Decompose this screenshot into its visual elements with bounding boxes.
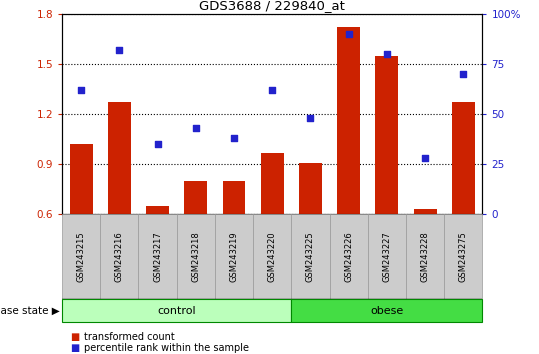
Bar <box>368 214 406 299</box>
Text: ■: ■ <box>70 332 79 342</box>
Bar <box>444 214 482 299</box>
Text: GSM243228: GSM243228 <box>420 231 430 282</box>
Bar <box>291 299 482 322</box>
Point <box>268 87 277 93</box>
Text: GSM243220: GSM243220 <box>268 231 277 282</box>
Bar <box>108 103 131 214</box>
Bar <box>375 56 398 214</box>
Point <box>153 141 162 147</box>
Bar <box>406 214 444 299</box>
Point <box>421 155 430 161</box>
Bar <box>146 206 169 214</box>
Point <box>344 32 353 37</box>
Text: ■: ■ <box>70 343 79 353</box>
Text: GSM243275: GSM243275 <box>459 231 468 282</box>
Text: GSM243215: GSM243215 <box>77 231 86 282</box>
Text: disease state ▶: disease state ▶ <box>0 306 59 316</box>
Text: control: control <box>157 306 196 316</box>
Bar <box>184 181 207 214</box>
Text: GSM243226: GSM243226 <box>344 231 353 282</box>
Bar <box>62 214 100 299</box>
Bar <box>62 299 291 322</box>
Point <box>383 51 391 57</box>
Text: transformed count: transformed count <box>84 332 174 342</box>
Title: GDS3688 / 229840_at: GDS3688 / 229840_at <box>199 0 345 12</box>
Bar <box>329 214 368 299</box>
Point <box>115 47 123 53</box>
Bar <box>139 214 177 299</box>
Bar <box>261 153 284 214</box>
Bar <box>177 214 215 299</box>
Point <box>459 72 468 77</box>
Point <box>306 115 315 121</box>
Text: GSM243218: GSM243218 <box>191 231 201 282</box>
Point <box>230 135 238 141</box>
Text: GSM243225: GSM243225 <box>306 231 315 282</box>
Bar <box>100 214 139 299</box>
Text: GSM243217: GSM243217 <box>153 231 162 282</box>
Bar <box>223 181 245 214</box>
Text: obese: obese <box>370 306 404 316</box>
Bar <box>452 103 475 214</box>
Bar <box>253 214 291 299</box>
Bar <box>215 214 253 299</box>
Text: GSM243227: GSM243227 <box>382 231 391 282</box>
Bar <box>299 162 322 214</box>
Bar <box>413 209 437 214</box>
Bar <box>337 28 360 214</box>
Text: percentile rank within the sample: percentile rank within the sample <box>84 343 248 353</box>
Point <box>191 125 200 131</box>
Bar <box>70 144 93 214</box>
Point <box>77 87 85 93</box>
Text: GSM243216: GSM243216 <box>115 231 124 282</box>
Bar <box>291 214 329 299</box>
Text: GSM243219: GSM243219 <box>230 231 238 282</box>
